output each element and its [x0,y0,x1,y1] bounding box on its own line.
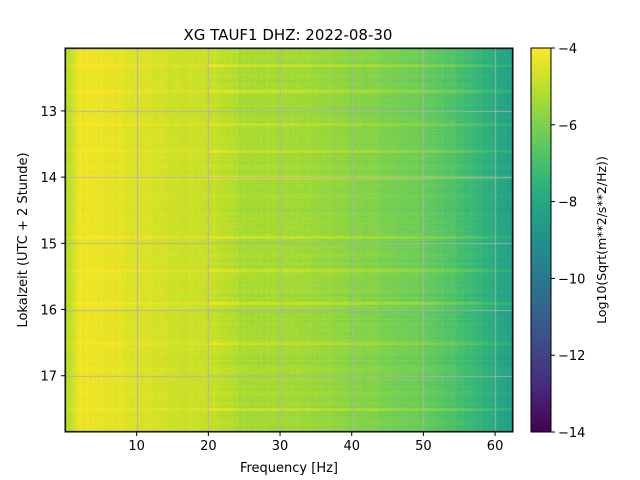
colorbar-ticks: −4 −6 −8 −10 −12 −14 [551,42,585,441]
colorbar-label: Log10(Sqrt(m**2/s**2/Hz)) [594,156,609,324]
y-tick-label: 13 [40,105,57,120]
x-tick-label: 40 [343,439,360,454]
colorbar-tick-label: −12 [558,349,585,364]
colorbar-tick-label: −10 [558,272,585,287]
x-tick-label: 10 [128,439,145,454]
colorbar [530,47,552,433]
y-axis-label: Lokalzeit (UTC + 2 Stunde) [16,152,31,327]
y-tick-label: 15 [40,237,57,252]
x-axis-label: Frequency [Hz] [240,461,338,476]
y-tick-label: 14 [40,171,57,186]
x-axis-ticks: 10 20 30 40 50 60 [128,432,503,454]
y-tick-label: 17 [40,370,57,385]
chart-title: XG TAUF1 DHZ: 2022-08-30 [184,26,393,44]
spectrogram-image [65,48,513,432]
x-tick-label: 50 [415,439,432,454]
x-tick-label: 60 [487,439,504,454]
y-tick-label: 16 [40,304,57,319]
x-tick-label: 20 [200,439,217,454]
colorbar-tick-label: −4 [558,42,577,57]
colorbar-tick-label: −6 [558,119,577,134]
y-axis-ticks: 13 14 15 16 17 [40,105,65,385]
colorbar-tick-label: −8 [558,196,577,211]
colorbar-tick-label: −14 [558,426,585,441]
x-tick-label: 30 [272,439,289,454]
